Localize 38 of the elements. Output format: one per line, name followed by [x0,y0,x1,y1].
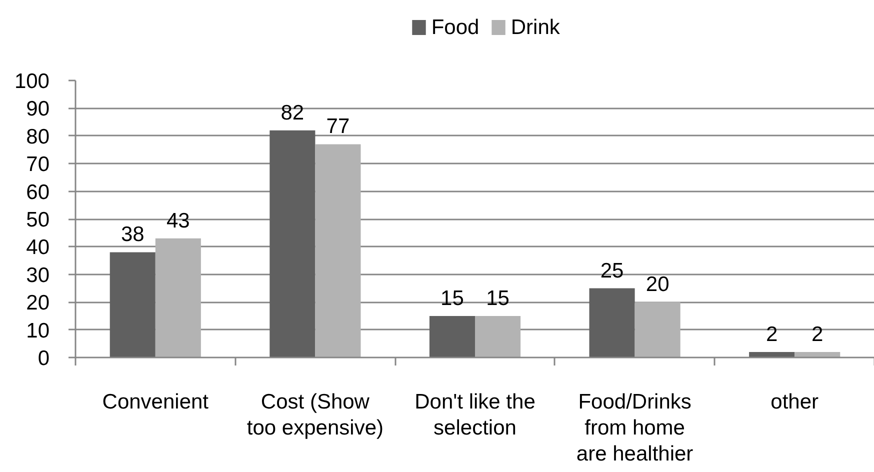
data-label: 15 [440,286,464,310]
y-tick-label: 0 [38,347,50,370]
legend-label: Drink [510,16,560,39]
bar [749,352,795,358]
y-tick-label: 70 [26,153,50,176]
x-tick-label: Food/Drinks from home are healthier [576,390,694,466]
data-label: 25 [600,259,624,282]
legend-label: Food [431,16,480,39]
y-tick-label: 30 [26,264,50,287]
bar [634,302,680,358]
y-tick-label: 20 [26,292,50,315]
x-tick-label: Convenient [102,390,209,414]
x-tick-label: Don't like the selection [414,390,536,440]
y-tick-label: 10 [26,319,50,342]
y-tick-label: 60 [26,180,50,204]
y-tick-label: 40 [26,236,50,260]
y-tick-label: 100 [14,70,50,93]
data-label: 15 [486,286,510,310]
data-label: 43 [166,209,190,232]
data-label: 2 [812,322,824,346]
bar [475,316,521,358]
data-label: 20 [646,273,670,296]
bar [270,130,316,358]
data-label: 77 [326,115,350,138]
x-tick-label: Cost (Show too expensive) [246,390,384,440]
y-tick-label: 50 [26,208,50,232]
y-tick-label: 90 [26,98,50,121]
x-tick-label: other [770,390,819,414]
bar [794,352,840,358]
bar [429,316,475,358]
data-label: 2 [766,322,778,346]
bar [110,252,156,358]
data-label: 38 [120,223,144,246]
bar [155,238,201,358]
bar [315,144,361,358]
data-label: 82 [280,101,304,124]
bar [589,288,635,358]
y-tick-label: 80 [26,125,50,148]
